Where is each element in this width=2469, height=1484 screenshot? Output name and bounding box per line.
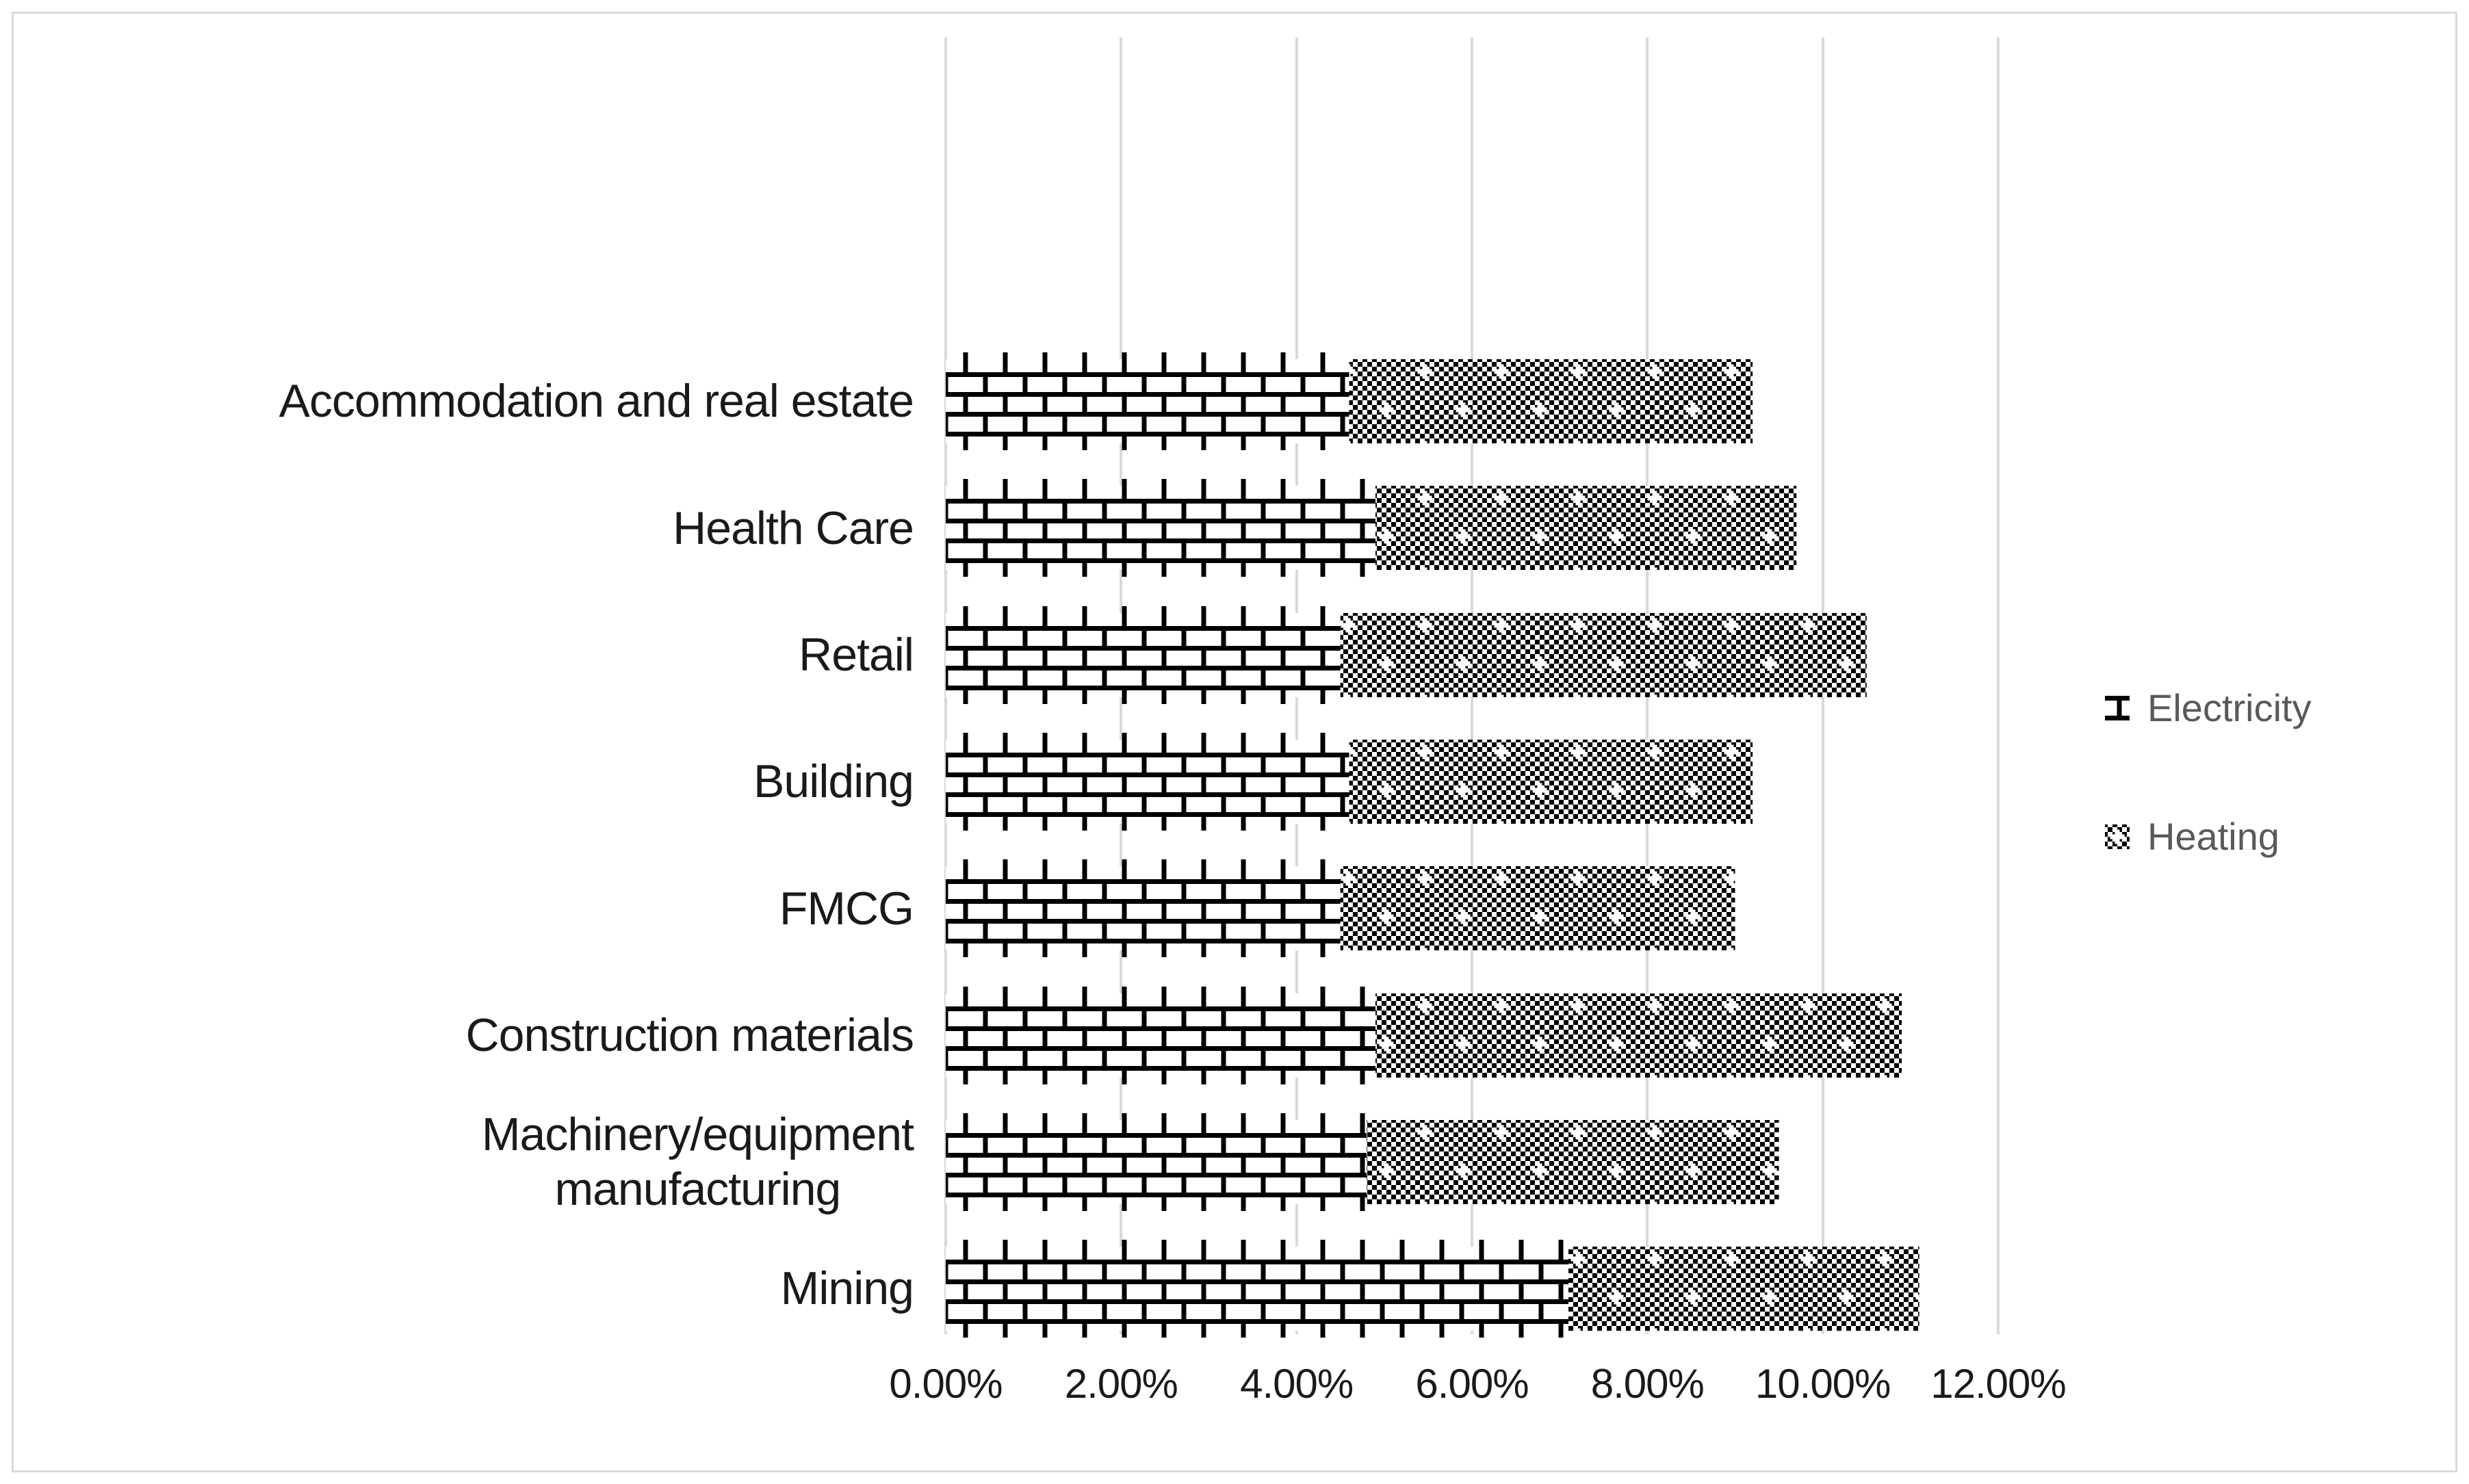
bar-heating-segment-overlay [1375, 486, 1797, 571]
bar-heating-segment-overlay [1375, 993, 1902, 1078]
bar-electricity-top-ticks [946, 1240, 1568, 1247]
bar-electricity-segment [946, 612, 1341, 697]
bar-heating-segment-overlay [1349, 739, 1753, 824]
category-label-text: Construction materials [465, 1008, 914, 1061]
bar-row [946, 479, 1797, 577]
bar-electricity-segment [946, 993, 1376, 1078]
category-label: Building [41, 709, 914, 855]
x-axis-tick-label: 12.00% [1930, 1361, 2067, 1407]
bar-row [946, 1240, 1919, 1338]
category-label: Accommodation and real estate [41, 328, 914, 474]
category-label: Machinery/equipment manufacturing [41, 1089, 914, 1235]
category-label: Mining [41, 1216, 914, 1362]
x-axis-tick-label: 2.00% [1064, 1361, 1178, 1407]
bar-electricity-bottom-ticks [946, 1077, 1376, 1084]
bar-electricity-segment [946, 866, 1341, 951]
bar-electricity-bottom-ticks [946, 570, 1376, 577]
bar-electricity-bottom-ticks [946, 1331, 1568, 1338]
legend-item-heating: Heating [2105, 814, 2279, 859]
category-label-text: FMCG [779, 882, 914, 935]
category-label-text: Machinery/equipment manufacturing [481, 1108, 914, 1216]
bar-electricity-top-ticks [946, 1112, 1367, 1120]
bar-heating-segment-overlay [1340, 612, 1867, 697]
x-axis-tick-label: 0.00% [889, 1361, 1003, 1407]
bar-electricity-top-ticks [946, 479, 1376, 486]
gridline [1997, 38, 2000, 1334]
bar-electricity-bottom-ticks [946, 950, 1341, 958]
heating-checker-swatch-icon [2105, 824, 2130, 849]
bar-row [946, 859, 1735, 958]
category-label: Health Care [41, 455, 914, 601]
bar-electricity-top-ticks [946, 859, 1341, 867]
bar-electricity-bottom-ticks [946, 823, 1349, 831]
category-label: Retail [41, 582, 914, 728]
category-label-text: Health Care [673, 502, 914, 554]
legend-label-electricity: Electricity [2147, 686, 2312, 729]
category-label-text: Accommodation and real estate [279, 375, 914, 428]
bar-heating-segment-overlay [1367, 1119, 1779, 1204]
bar-row [946, 986, 1902, 1084]
legend-item-electricity: Electricity [2105, 686, 2312, 730]
category-label-text: Mining [780, 1262, 914, 1315]
legend-label-heating: Heating [2147, 815, 2280, 858]
chart-border-frame [12, 12, 2457, 1472]
bar-electricity-segment [946, 486, 1376, 571]
bar-electricity-segment [946, 359, 1349, 443]
category-label: FMCG [41, 835, 914, 981]
bar-row [946, 606, 1867, 704]
bar-electricity-bottom-ticks [946, 697, 1341, 704]
bar-electricity-bottom-ticks [946, 443, 1349, 450]
bar-electricity-segment [946, 739, 1349, 824]
x-axis-tick-label: 10.00% [1755, 1361, 1891, 1407]
bar-heating-segment-overlay [1349, 359, 1753, 443]
x-axis-tick-label: 4.00% [1240, 1361, 1354, 1407]
category-label: Construction materials [41, 963, 914, 1108]
bar-electricity-segment [946, 1119, 1367, 1204]
bar-electricity-top-ticks [946, 732, 1349, 740]
bar-heating-segment-overlay [1568, 1247, 1919, 1331]
category-label-text: Building [753, 755, 914, 808]
bar-row [946, 1112, 1779, 1211]
bar-row [946, 352, 1753, 450]
bar-row [946, 732, 1753, 831]
bar-electricity-bottom-ticks [946, 1203, 1367, 1211]
bar-electricity-segment [946, 1247, 1568, 1331]
bar-heating-segment-overlay [1340, 866, 1735, 951]
bar-electricity-top-ticks [946, 606, 1341, 613]
bar-electricity-top-ticks [946, 986, 1376, 993]
bar-electricity-top-ticks [946, 352, 1349, 359]
category-label-text: Retail [799, 628, 914, 681]
electricity-brick-swatch-icon [2105, 695, 2130, 720]
x-axis-tick-label: 6.00% [1415, 1361, 1529, 1407]
x-axis-tick-label: 8.00% [1590, 1361, 1705, 1407]
